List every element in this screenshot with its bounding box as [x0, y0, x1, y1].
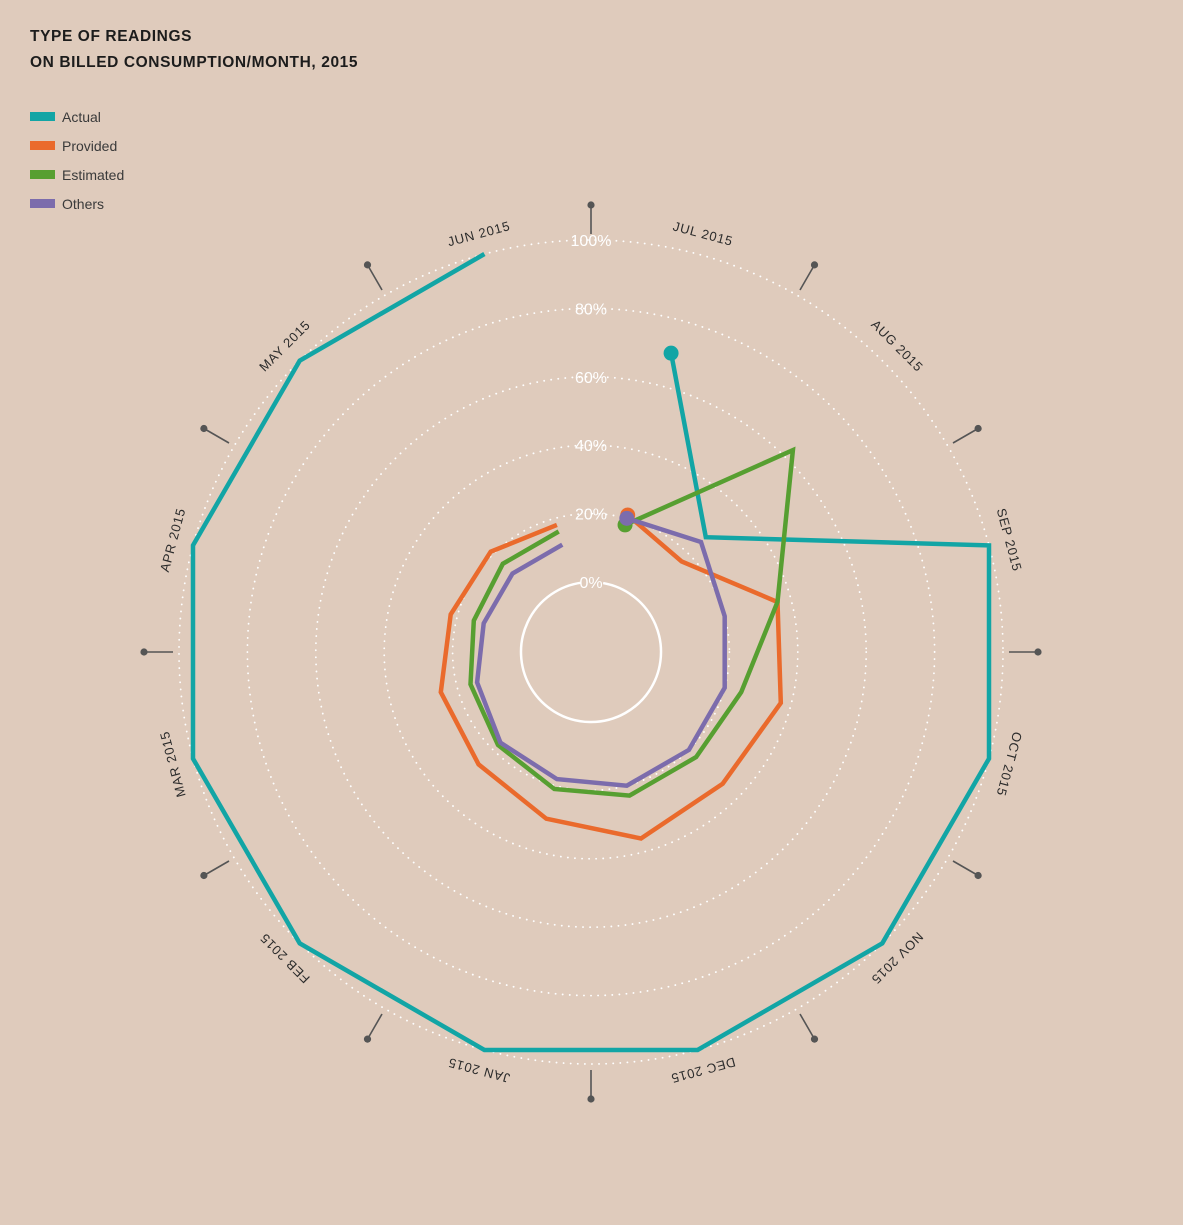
axis-pin-line — [799, 1013, 816, 1040]
zero-baseline-arc — [519, 581, 663, 724]
grid — [178, 239, 1004, 1065]
legend-item-actual: Actual — [30, 102, 124, 131]
tick-label-60: 60% — [575, 370, 607, 387]
month-label: AUG 2015 — [868, 317, 926, 375]
grid-circle — [246, 307, 936, 997]
axis-pin-line — [203, 860, 230, 877]
legend-label-provided: Provided — [62, 137, 118, 154]
axis-pin-dot — [140, 648, 148, 656]
legend-label-estimated: Estimated — [62, 166, 125, 183]
legend-swatch-estimated — [30, 170, 55, 179]
series-line-estimated — [468, 446, 796, 798]
series-lines — [190, 252, 992, 1053]
month-label: JUL 2015 — [671, 218, 734, 248]
axis-pin-line — [203, 427, 230, 444]
axis-pin-dot — [200, 871, 208, 880]
tick-label-80: 80% — [575, 301, 607, 318]
radial-tick-labels: 0% 20% 40% 60% 80% 100% — [571, 233, 612, 592]
chart-title: TYPE OF READINGS ON BILLED CONSUMPTION/M… — [30, 24, 358, 76]
chart-title-line-1: TYPE OF READINGS — [30, 28, 193, 45]
axis-pin-line — [952, 860, 979, 877]
grid-circle — [178, 239, 1004, 1065]
chart-title-line-2: ON BILLED CONSUMPTION/MONTH, 2015 — [30, 54, 359, 71]
legend-swatch-provided — [30, 141, 55, 150]
series-line-provided — [438, 513, 784, 841]
month-label: NOV 2015 — [868, 929, 926, 987]
month-label: JAN 2015 — [446, 1055, 511, 1086]
grid-circle — [451, 512, 731, 792]
axis-pin-dot — [363, 261, 372, 269]
legend-swatch-others — [30, 199, 55, 208]
tick-label-0: 0% — [579, 575, 602, 592]
legend: Actual Provided Estimated Others — [30, 102, 124, 218]
month-label: APR 2015 — [157, 506, 188, 573]
legend-label-others: Others — [62, 195, 105, 212]
tick-label-20: 20% — [575, 507, 607, 524]
month-label: MAR 2015 — [157, 729, 189, 798]
legend-item-provided: Provided — [30, 131, 124, 160]
grid-circle — [383, 444, 799, 860]
series-line-actual — [190, 252, 992, 1053]
axis-pin-dot — [363, 1035, 372, 1043]
month-label: FEB 2015 — [257, 930, 313, 986]
legend-swatch-actual — [30, 112, 55, 121]
axis-pin-line — [366, 264, 383, 291]
month-label: MAY 2015 — [256, 317, 313, 374]
month-label: DEC 2015 — [669, 1054, 737, 1086]
legend-item-others: Others — [30, 189, 124, 218]
series-start-dot-others — [619, 510, 635, 526]
axis-pin-dot — [200, 424, 208, 433]
axis-pin-dot — [1034, 648, 1042, 656]
axis-pin-dot — [587, 201, 595, 209]
axis-pin-dot — [974, 424, 982, 433]
month-label: SEP 2015 — [994, 507, 1025, 573]
month-label: OCT 2015 — [994, 730, 1026, 798]
axis-pin-line — [799, 264, 816, 291]
legend-label-actual: Actual — [62, 108, 101, 125]
series-line-others — [474, 516, 727, 789]
tick-label-40: 40% — [575, 438, 607, 455]
grid-circle — [314, 375, 868, 929]
month-label: JUN 2015 — [446, 218, 512, 249]
axis-pin-line — [952, 427, 979, 444]
month-labels: JUL 2015 AUG 2015 SEP 2015 OCT 2015 NOV 2015… — [157, 218, 1025, 1086]
axis-pins — [140, 201, 1042, 1103]
series-start-dot-actual — [663, 345, 679, 361]
axis-pin-line — [366, 1013, 383, 1040]
axis-pin-dot — [810, 1035, 819, 1043]
axis-pin-dot — [810, 261, 819, 269]
legend-item-estimated: Estimated — [30, 160, 124, 189]
axis-pin-dot — [587, 1095, 595, 1103]
axis-pin-dot — [974, 871, 982, 880]
tick-label-100: 100% — [571, 233, 612, 250]
